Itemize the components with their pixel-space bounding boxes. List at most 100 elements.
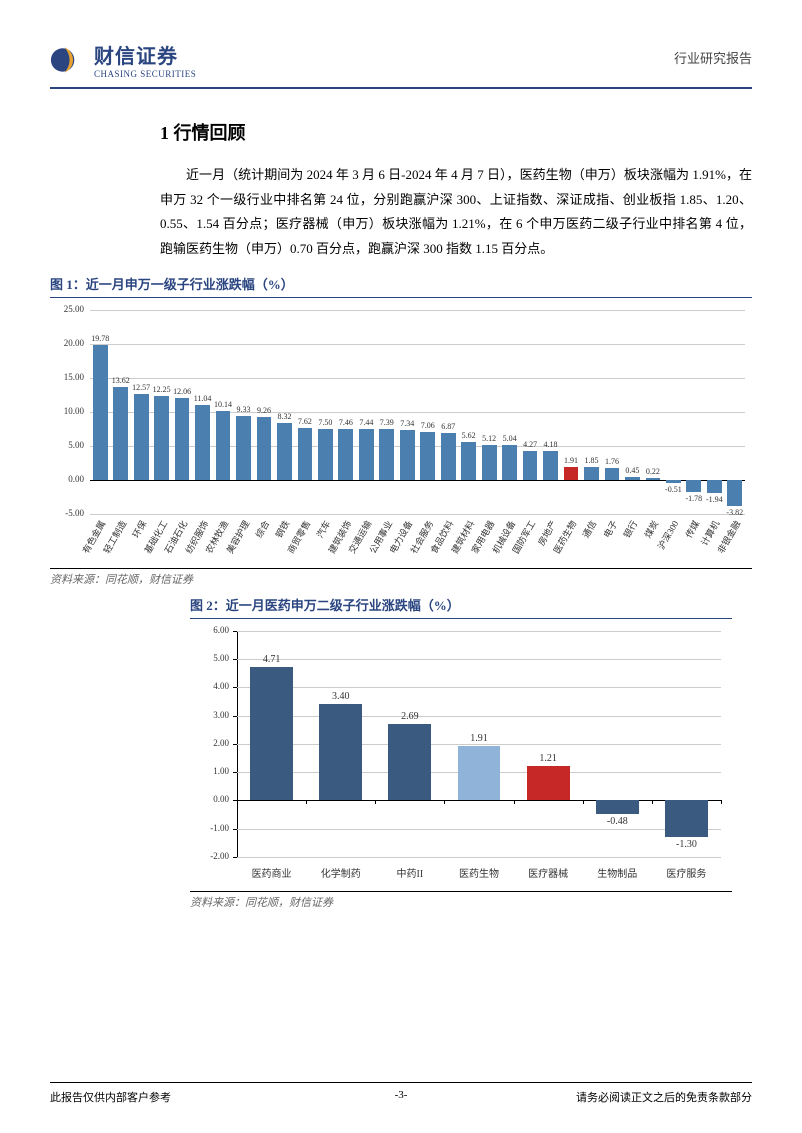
chart1-bar — [359, 429, 374, 480]
chart1-x-label: 钢铁 — [272, 518, 292, 540]
chart1-bar-value: 0.45 — [625, 466, 639, 475]
chart2-ytick-label: 2.00 — [191, 738, 229, 748]
chart2-bar — [665, 800, 708, 837]
figure1-chart: -5.000.005.0010.0015.0020.0025.0019.78有色… — [50, 304, 750, 564]
chart2-ytick-label: 1.00 — [191, 766, 229, 776]
chart1-bar — [379, 429, 394, 479]
chart1-bar — [216, 411, 231, 480]
chart2-gridline — [237, 631, 721, 632]
chart1-bar-value: 9.26 — [257, 406, 271, 415]
logo-en: CHASING SECURITIES — [94, 69, 196, 79]
section-paragraph: 近一月（统计期间为 2024 年 3 月 6 日-2024 年 4 月 7 日）… — [160, 163, 752, 262]
chart1-ytick-label: 0.00 — [50, 474, 84, 484]
chart1-bar — [338, 429, 353, 480]
chart1-bar — [318, 429, 333, 480]
chart1-bar-value: 9.33 — [237, 405, 251, 414]
chart1-bar — [625, 477, 640, 480]
page-header: 财信证券 CHASING SECURITIES 行业研究报告 — [50, 40, 752, 89]
chart1-bar — [441, 433, 456, 480]
logo-text: 财信证券 CHASING SECURITIES — [94, 40, 196, 79]
logo-cn: 财信证券 — [94, 40, 196, 69]
chart2-bar — [458, 746, 501, 800]
chart1-bar — [257, 417, 272, 480]
figure2-chart: -2.00-1.000.001.002.003.004.005.006.004.… — [191, 625, 731, 885]
chart1-bar — [277, 423, 292, 480]
chart1-bar — [564, 467, 579, 480]
chart1-zero-line — [90, 480, 745, 481]
chart1-bar-value: 4.27 — [523, 440, 537, 449]
chart2-xtick — [375, 800, 376, 804]
chart2-gridline — [237, 687, 721, 688]
chart2-bar — [527, 766, 570, 800]
chart1-ytick-label: 5.00 — [50, 440, 84, 450]
chart2-gridline — [237, 716, 721, 717]
chart2-ytick-label: -1.00 — [191, 823, 229, 833]
chart2-ytick-label: 3.00 — [191, 710, 229, 720]
chart1-ytick-label: 15.00 — [50, 372, 84, 382]
chart2-ytick-label: 6.00 — [191, 625, 229, 635]
chart1-bar-value: 4.18 — [544, 440, 558, 449]
chart2-x-label: 医疗器械 — [528, 865, 568, 880]
chart1-bar — [727, 480, 742, 506]
company-logo-icon — [50, 42, 86, 78]
chart1-bar — [666, 480, 681, 483]
chart2-bar-value: 2.69 — [401, 711, 419, 722]
chart2-bar-value: 1.91 — [470, 733, 488, 744]
chart1-bar-value: 7.34 — [400, 419, 414, 428]
footer-page-number: -3- — [395, 1089, 408, 1101]
chart2-xtick — [306, 800, 307, 804]
chart1-bar-value: 5.04 — [503, 434, 517, 443]
chart1-bar-value: 13.62 — [112, 376, 130, 385]
chart2-ytick — [233, 659, 237, 660]
chart1-bar — [482, 445, 497, 480]
chart2-ytick — [233, 687, 237, 688]
chart1-bar-value: 12.57 — [132, 383, 150, 392]
chart1-bar-value: 7.46 — [339, 418, 353, 427]
chart1-bar-value: 6.87 — [441, 422, 455, 431]
chart1-bar — [400, 430, 415, 480]
chart2-bar-value: 3.40 — [332, 691, 350, 702]
page-footer: 此报告仅供内部客户参考 -3- 请务必阅读正文之后的免责条款部分 — [50, 1082, 752, 1105]
chart2-ytick-label: 4.00 — [191, 681, 229, 691]
figure1-title: 图 1：近一月申万一级子行业涨跌幅（%） — [50, 274, 752, 298]
chart1-bar-value: 1.85 — [584, 456, 598, 465]
header-doc-type: 行业研究报告 — [674, 40, 752, 67]
chart1-bar — [461, 442, 476, 480]
chart1-bar-value: -1.78 — [685, 494, 702, 503]
section-title: 1 行情回顾 — [160, 119, 752, 145]
chart1-bar — [502, 445, 517, 479]
chart1-x-label: 电子 — [600, 518, 620, 540]
chart1-bar — [93, 345, 108, 480]
chart2-gridline — [237, 829, 721, 830]
chart1-bar-value: 12.25 — [153, 385, 171, 394]
chart2-x-label: 化学制药 — [321, 865, 361, 880]
chart1-gridline — [90, 514, 745, 515]
chart1-bar-value: -0.51 — [665, 485, 682, 494]
figure2-source: 资料来源：同花顺，财信证券 — [190, 891, 732, 910]
chart2-zero-line — [237, 800, 721, 801]
chart2-xtick — [652, 800, 653, 804]
chart1-ytick-label: -5.00 — [50, 508, 84, 518]
chart1-bar-value: 10.14 — [214, 400, 232, 409]
chart2-x-label: 中药II — [397, 865, 424, 880]
chart2-xtick — [721, 800, 722, 804]
chart1-bar — [420, 432, 435, 480]
chart2-x-label: 医药商业 — [252, 865, 292, 880]
chart2-bar-value: -0.48 — [607, 816, 628, 827]
chart2-ytick — [233, 829, 237, 830]
chart2-bar — [596, 800, 639, 814]
chart1-bar — [707, 480, 722, 493]
chart2-gridline — [237, 659, 721, 660]
chart1-bar — [236, 416, 251, 479]
chart1-bar-value: 7.06 — [421, 421, 435, 430]
chart2-bar — [319, 704, 362, 800]
chart1-x-label: 通信 — [579, 518, 599, 540]
chart1-ytick-label: 20.00 — [50, 338, 84, 348]
chart1-bar-value: 11.04 — [194, 394, 212, 403]
chart2-x-label: 医疗服务 — [666, 865, 706, 880]
chart1-bar-value: 5.12 — [482, 434, 496, 443]
chart1-bar — [298, 428, 313, 480]
chart1-bar — [605, 468, 620, 480]
chart1-bar-value: 7.44 — [359, 418, 373, 427]
chart2-ytick-label: 0.00 — [191, 794, 229, 804]
